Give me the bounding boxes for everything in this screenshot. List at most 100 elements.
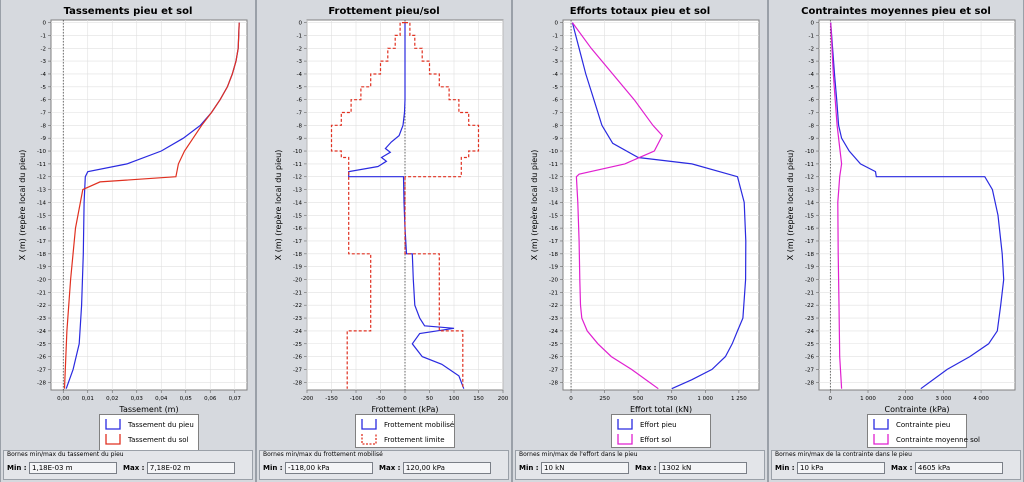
series-line — [571, 22, 664, 390]
y-tick-label: -3 — [809, 59, 815, 65]
x-tick-label: 200 — [498, 396, 509, 402]
y-tick-label: -24 — [805, 329, 814, 335]
y-tick-label: -26 — [805, 355, 814, 361]
min-field[interactable]: 10 kPa — [797, 462, 886, 474]
y-tick-label: -8 — [41, 123, 47, 129]
y-tick-label: -19 — [293, 265, 302, 271]
x-tick-label: 0 — [829, 396, 833, 402]
y-axis-label: X (m) (repère local du pieu) — [273, 150, 283, 261]
chart-title: Tassements pieu et sol — [64, 6, 193, 17]
max-field[interactable]: 4605 kPa — [914, 462, 1003, 474]
y-tick-label: -26 — [549, 355, 558, 361]
y-tick-label: -15 — [805, 213, 814, 219]
y-tick-label: -11 — [805, 162, 814, 168]
bounds-row: Min : 10 kN Max : 1302 kN — [519, 462, 747, 475]
y-tick-label: -5 — [297, 85, 303, 91]
y-tick-label: -6 — [809, 98, 815, 104]
min-field[interactable]: 10 kN — [541, 462, 630, 474]
y-tick-label: -18 — [549, 252, 558, 258]
y-tick-label: -21 — [37, 290, 46, 296]
y-tick-label: -13 — [293, 188, 302, 194]
y-tick-label: -13 — [805, 188, 814, 194]
x-tick-label: 1 250 — [731, 396, 747, 402]
x-tick-label: 0 — [403, 396, 407, 402]
chart-svg: Frottement pieu/sol 0 -1 -2 -3 -4 -5 -6 -7 -8 -9 -1… — [273, 6, 509, 414]
series-line — [330, 22, 405, 389]
y-tick-label: 0 — [811, 21, 815, 27]
y-tick-label: -11 — [293, 162, 302, 168]
y-tick-label: -13 — [549, 188, 558, 194]
legend-swatch-icon — [617, 419, 633, 430]
y-tick-label: -8 — [297, 123, 303, 129]
bounds-group: Bornes min/max de l'effort dans le pieu M… — [515, 450, 765, 480]
y-tick-label: 0 — [43, 21, 47, 27]
y-tick-label: -23 — [805, 316, 814, 322]
legend-swatch-icon — [873, 434, 889, 445]
max-field[interactable]: 1302 kN — [658, 462, 747, 474]
bounds-title: Bornes min/max de la contrainte dans le … — [775, 451, 912, 458]
bounds-row: Min : 10 kPa Max : 4605 kPa — [775, 462, 1003, 475]
y-tick-label: -10 — [549, 149, 558, 155]
chart-title: Contraintes moyennes pieu et sol — [801, 6, 991, 17]
x-tick-label: 0,04 — [155, 396, 168, 402]
max-label: Max : — [123, 464, 147, 472]
chart-svg: Contraintes moyennes pieu et sol 0 -1 -2 -3 -… — [785, 6, 1016, 414]
y-tick-label: -11 — [549, 162, 558, 168]
bounds-title: Bornes min/max du tassement du pieu — [7, 451, 124, 458]
legend-label: Contrainte moyenne sol — [896, 436, 981, 444]
y-tick-label: -22 — [549, 303, 558, 309]
bounds-group: Bornes min/max de la contrainte dans le … — [771, 450, 1021, 480]
x-tick-label: 3 000 — [936, 396, 952, 402]
y-tick-label: -11 — [37, 162, 46, 168]
y-tick-label: -5 — [553, 85, 559, 91]
y-tick-label: -10 — [37, 149, 46, 155]
chart-panel-contraintes: Contraintes moyennes pieu et sol 0 -1 -2 -3 -… — [768, 0, 1024, 482]
y-tick-label: -15 — [549, 213, 558, 219]
y-tick-label: -16 — [805, 226, 814, 232]
y-tick-label: -1 — [553, 33, 558, 39]
y-tick-label: -28 — [805, 380, 814, 386]
bounds-row: Min : -118,00 kPa Max : 120,00 kPa — [263, 462, 491, 475]
chart-panel-efforts: Efforts totaux pieu et sol 0 -1 -2 -3 -4 -5 -6 -… — [512, 0, 768, 482]
x-tick-label: 1 000 — [697, 396, 713, 402]
y-tick-label: 0 — [299, 21, 303, 27]
y-tick-label: -12 — [549, 175, 558, 181]
y-tick-label: -27 — [549, 367, 558, 373]
max-field[interactable]: 7,18E-02 m — [146, 462, 235, 474]
legend-label: Contrainte pieu — [896, 421, 951, 429]
y-tick-label: -14 — [549, 200, 558, 206]
y-tick-label: -25 — [805, 342, 814, 348]
y-tick-label: -22 — [293, 303, 302, 309]
y-tick-label: -18 — [293, 252, 302, 258]
plot-area — [562, 19, 760, 391]
y-tick-label: -24 — [293, 329, 302, 335]
bounds-row: Min : 1,18E-03 m Max : 7,18E-02 m — [7, 462, 235, 475]
x-axis-label: Effort total (kN) — [630, 405, 692, 414]
legend-swatch-icon — [105, 419, 121, 430]
y-tick-label: -26 — [37, 355, 46, 361]
series-line — [830, 22, 1005, 390]
y-tick-label: -2 — [809, 46, 814, 52]
y-tick-label: -23 — [549, 316, 558, 322]
y-tick-label: -18 — [37, 252, 46, 258]
x-tick-label: -150 — [325, 396, 338, 402]
y-tick-label: -10 — [805, 149, 814, 155]
y-tick-label: -12 — [805, 175, 814, 181]
y-tick-label: -1 — [297, 33, 302, 39]
legend: Frottement mobilisé Frottement limite — [355, 414, 455, 448]
min-field[interactable]: 1,18E-03 m — [29, 462, 118, 474]
x-tick-label: 0,02 — [106, 396, 118, 402]
chart-title: Frottement pieu/sol — [328, 6, 439, 17]
y-tick-label: -17 — [293, 239, 302, 245]
y-tick-label: -16 — [293, 226, 302, 232]
min-field[interactable]: -118,00 kPa — [285, 462, 374, 474]
max-field[interactable]: 120,00 kPa — [402, 462, 491, 474]
x-tick-label: -100 — [350, 396, 363, 402]
series-line — [404, 176, 464, 389]
x-tick-label: 4 000 — [973, 396, 989, 402]
min-label: Min : — [519, 464, 542, 472]
x-axis-label: Frottement (kPa) — [372, 405, 439, 414]
y-tick-label: -16 — [549, 226, 558, 232]
x-tick-label: 50 — [426, 396, 433, 402]
y-tick-label: -7 — [297, 111, 303, 117]
